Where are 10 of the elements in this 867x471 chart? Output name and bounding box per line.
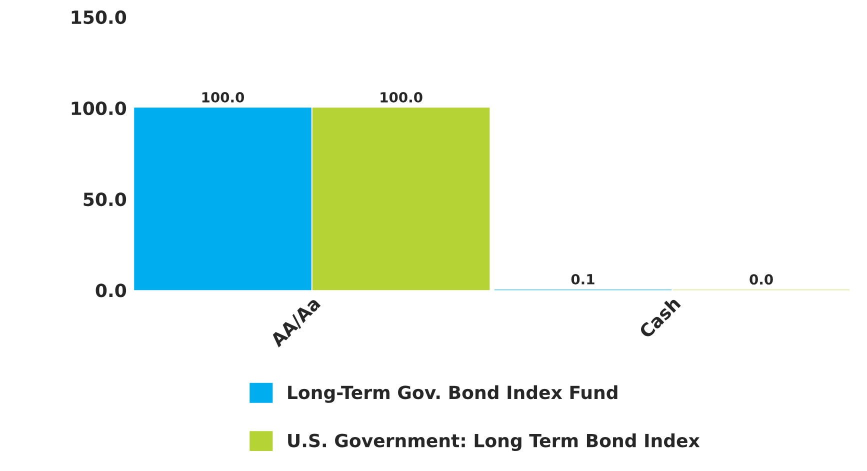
y-tick-label: 150.0 (72, 10, 126, 24)
data-label: 0.0 (750, 274, 773, 285)
y-tick-label: 50.0 (84, 192, 126, 206)
data-label: 0.1 (571, 274, 594, 284)
legend-label: U.S. Government: Long Term Bond Index (288, 433, 700, 452)
y-tick-label: 100.0 (72, 101, 126, 116)
y-tick-label: 0.0 (96, 284, 126, 298)
legend-label: Long-Term Gov. Bond Index Fund (288, 385, 618, 403)
data-label: 100.0 (380, 92, 422, 103)
data-label: 100.0 (202, 92, 244, 103)
